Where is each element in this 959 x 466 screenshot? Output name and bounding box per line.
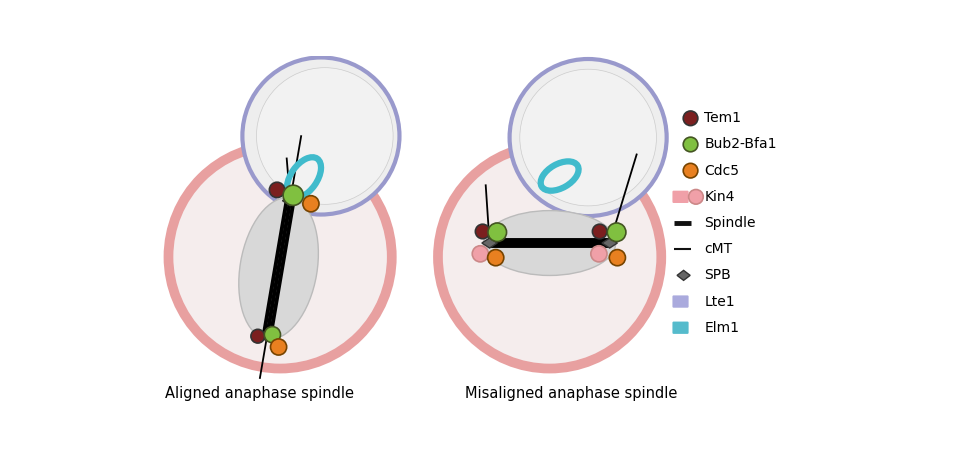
Ellipse shape bbox=[251, 329, 265, 343]
Text: Elm1: Elm1 bbox=[705, 321, 739, 335]
Ellipse shape bbox=[488, 223, 506, 241]
Ellipse shape bbox=[256, 68, 393, 204]
Polygon shape bbox=[259, 331, 274, 341]
FancyBboxPatch shape bbox=[672, 191, 689, 203]
Polygon shape bbox=[602, 238, 618, 248]
Ellipse shape bbox=[520, 69, 657, 206]
Text: Aligned anaphase spindle: Aligned anaphase spindle bbox=[165, 386, 354, 401]
Text: Tem1: Tem1 bbox=[705, 111, 741, 125]
Ellipse shape bbox=[607, 223, 626, 241]
Ellipse shape bbox=[509, 59, 667, 216]
Ellipse shape bbox=[591, 246, 607, 262]
FancyBboxPatch shape bbox=[672, 295, 689, 308]
Ellipse shape bbox=[303, 196, 319, 212]
Ellipse shape bbox=[243, 57, 400, 214]
Ellipse shape bbox=[239, 198, 318, 339]
Text: SPB: SPB bbox=[705, 268, 731, 282]
Polygon shape bbox=[283, 196, 298, 206]
Ellipse shape bbox=[476, 224, 490, 239]
Text: Lte1: Lte1 bbox=[705, 295, 735, 308]
Ellipse shape bbox=[283, 185, 303, 206]
Ellipse shape bbox=[270, 339, 287, 355]
Text: cMT: cMT bbox=[705, 242, 733, 256]
Text: Misaligned anaphase spindle: Misaligned anaphase spindle bbox=[465, 386, 677, 401]
Ellipse shape bbox=[689, 190, 703, 204]
Ellipse shape bbox=[609, 250, 625, 266]
Text: Spindle: Spindle bbox=[705, 216, 756, 230]
Ellipse shape bbox=[472, 246, 488, 262]
Ellipse shape bbox=[269, 182, 285, 198]
Text: Kin4: Kin4 bbox=[705, 190, 735, 204]
Ellipse shape bbox=[683, 164, 698, 178]
Ellipse shape bbox=[438, 145, 662, 369]
Ellipse shape bbox=[169, 145, 392, 369]
Ellipse shape bbox=[593, 224, 607, 239]
Ellipse shape bbox=[683, 137, 698, 152]
Text: Bub2-Bfa1: Bub2-Bfa1 bbox=[705, 137, 777, 151]
Ellipse shape bbox=[265, 327, 280, 343]
Polygon shape bbox=[481, 238, 498, 248]
Ellipse shape bbox=[483, 211, 616, 275]
Polygon shape bbox=[677, 270, 690, 281]
Ellipse shape bbox=[487, 250, 503, 266]
Text: Cdc5: Cdc5 bbox=[705, 164, 739, 178]
FancyBboxPatch shape bbox=[672, 322, 689, 334]
Ellipse shape bbox=[683, 111, 698, 126]
